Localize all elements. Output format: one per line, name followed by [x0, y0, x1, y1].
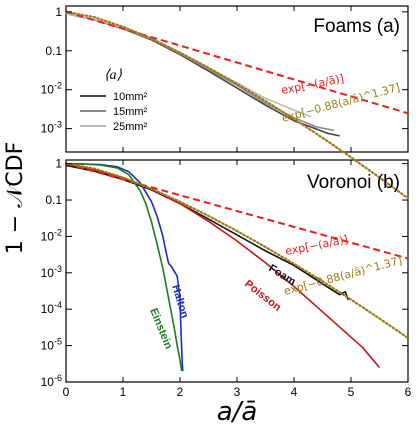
- x-tick-label: 4: [291, 385, 298, 399]
- foam-curve-label: Foam: [266, 262, 297, 288]
- x-tick-label: 1: [120, 385, 127, 399]
- x-tick-label: 6: [405, 385, 412, 399]
- y-tick-label: 1: [55, 5, 62, 19]
- bottom-exp-annotation: exp[−(a/ā)]: [284, 233, 349, 258]
- legend-title: ⟨a⟩: [104, 68, 122, 83]
- top-exp-annotation: exp[−(a/ā)]: [280, 72, 345, 97]
- series-0-2: [65, 12, 312, 118]
- top-panel-curves: [64, 10, 410, 200]
- poisson-curve-label: Poisson: [242, 278, 283, 314]
- bottom-stretched-exp-annotation: exp[−0.88(a/ā)^1.37]: [282, 254, 403, 298]
- bottom-panel-title: Voronoi (b): [307, 172, 400, 193]
- legend-entry-15: 15mm²: [113, 106, 148, 118]
- y-tick-label: 0.1: [45, 193, 62, 207]
- y-tick-label: 10-5: [41, 337, 62, 353]
- axis-ticks: 1 0.1 10-2 10-3 0 1 2 3 4 5 6 1 0.1 10-2 10-3 10-4 10-5 1…: [41, 5, 412, 399]
- series-1-1: [65, 163, 184, 372]
- x-tick-label: 5: [348, 385, 355, 399]
- y-axis-label: 1 − 𝒩CDF: [3, 142, 28, 254]
- x-axis-label: a/ā: [217, 397, 258, 427]
- series-1-2: [65, 163, 183, 372]
- top-panel-title: Foams (a): [313, 16, 400, 37]
- bottom-panel-curves: [64, 162, 410, 372]
- y-tick-label: 10-3: [41, 120, 62, 136]
- y-tick-label: 10-4: [41, 300, 62, 316]
- series-1-4: [65, 162, 409, 260]
- x-tick-label: 0: [63, 385, 70, 399]
- y-tick-label: 10-2: [41, 227, 62, 243]
- series-1-5: [64, 162, 410, 340]
- series-0-4: [64, 10, 410, 200]
- y-tick-label: 10-6: [41, 373, 62, 389]
- series-0-3: [65, 10, 409, 115]
- y-tick-label: 1: [55, 157, 62, 171]
- y-tick-label: 10-2: [41, 81, 62, 97]
- x-tick-label: 2: [177, 385, 184, 399]
- x-tick-label: 3: [234, 385, 241, 399]
- y-tick-label: 10-3: [41, 264, 62, 280]
- y-tick-label: 0.1: [45, 44, 62, 58]
- series-1-3: [65, 162, 381, 369]
- einstein-curve-label: Einstein: [147, 307, 174, 351]
- legend-entry-25: 25mm²: [113, 121, 148, 133]
- legend-entry-10: 10mm²: [113, 91, 148, 103]
